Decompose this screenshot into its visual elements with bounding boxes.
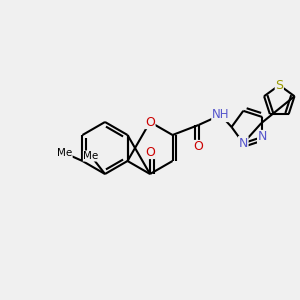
Text: O: O — [145, 116, 155, 128]
Text: N: N — [258, 130, 267, 143]
Text: Me: Me — [57, 148, 72, 158]
Text: O: O — [145, 146, 155, 158]
Text: S: S — [275, 79, 283, 92]
Text: N: N — [238, 137, 248, 150]
Text: O: O — [194, 140, 203, 154]
Text: Me: Me — [83, 151, 99, 161]
Text: NH: NH — [212, 109, 229, 122]
